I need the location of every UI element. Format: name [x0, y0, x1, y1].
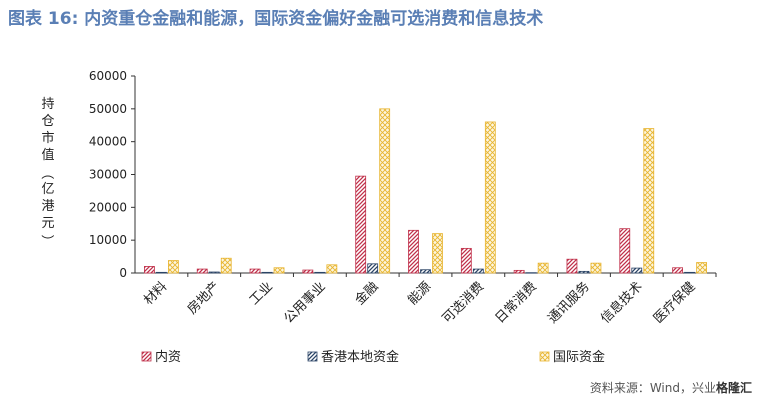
y-axis-title-char: （: [39, 166, 54, 179]
y-tick-label: 0: [119, 266, 127, 280]
x-tick-label: 工业: [247, 279, 276, 308]
bar-hk-local: [156, 271, 167, 274]
legend-swatch-international: [539, 351, 550, 362]
bar-hk-local: [208, 271, 220, 274]
x-tick-label: 材料: [141, 279, 170, 308]
y-axis-title-char: 仓: [41, 114, 54, 129]
bar-hk-local: [261, 271, 273, 274]
bar-hk-local: [631, 267, 643, 274]
y-tick-label: 10000: [89, 233, 127, 247]
x-tick-label: 信息技术: [598, 279, 646, 327]
legend-label-international: 国际资金: [553, 349, 605, 365]
chart-title: 图表 16: 内资重仓金融和能源，国际资金偏好金融可选消费和信息技术: [8, 9, 544, 29]
bar-international: [696, 262, 707, 274]
legend-label-hk-local: 香港本地资金: [321, 349, 399, 365]
source-note: 资料来源：Wind，兴业格隆汇: [590, 379, 752, 396]
bar-domestic: [302, 269, 314, 274]
y-axis-title-char: 持: [41, 97, 54, 112]
bar-international: [484, 121, 496, 274]
x-tick-label: 公用事业: [281, 279, 328, 326]
bar-hk-local: [525, 272, 537, 274]
bar-international: [326, 264, 338, 274]
y-tick-label: 50000: [89, 102, 127, 116]
bar-domestic: [196, 268, 208, 274]
bar-hk-local: [684, 271, 695, 274]
bar-international: [643, 128, 655, 274]
x-tick-label: 金融: [352, 279, 382, 309]
bar-international: [220, 257, 232, 274]
bar-international: [432, 233, 443, 274]
bar-domestic: [619, 228, 631, 274]
y-axis-title-char: 元: [41, 216, 54, 231]
x-tick-label: 医疗保健: [651, 279, 698, 326]
y-axis-title-char: ）: [39, 234, 54, 247]
bar-domestic: [566, 258, 578, 274]
source-text: 资料来源：Wind，兴业: [589, 381, 716, 395]
x-tick-label: 通讯服务: [545, 279, 593, 327]
y-tick-label: 20000: [89, 200, 127, 214]
bar-domestic: [144, 266, 155, 274]
y-tick-label: 30000: [89, 168, 127, 182]
y-axis-title-char: 亿: [41, 182, 54, 197]
bar-domestic: [408, 229, 419, 274]
legend: 内资 香港本地资金 国际资金: [141, 349, 605, 365]
bar-domestic: [672, 267, 683, 274]
bar-international: [379, 108, 391, 274]
bar-international: [590, 262, 602, 274]
bar-hk-local: [420, 269, 431, 274]
x-tick-label: 日常消费: [493, 279, 540, 326]
bar-hk-local: [578, 270, 590, 274]
x-tick-label: 房地产: [184, 279, 223, 318]
legend-label-domestic: 内资: [155, 349, 181, 365]
bar-domestic: [513, 269, 525, 274]
bar-hk-local: [314, 271, 326, 274]
bar-domestic: [355, 175, 367, 274]
legend-swatch-hk-local: [307, 351, 318, 362]
bar-international: [537, 262, 549, 274]
legend-swatch-domestic: [141, 351, 152, 362]
bar-international: [168, 260, 179, 274]
bar-hk-local: [472, 268, 484, 274]
watermark-logo: 格隆汇: [715, 381, 752, 395]
bar-international: [273, 267, 285, 274]
bar-domestic: [249, 268, 261, 274]
y-axis-title-char: 值: [41, 147, 54, 163]
bar-hk-local: [367, 263, 379, 274]
x-tick-label: 可选消费: [440, 279, 487, 326]
y-tick-label: 40000: [89, 135, 127, 149]
bar-domestic: [460, 247, 472, 274]
y-axis-title-char: 港: [41, 199, 54, 214]
y-tick-label: 60000: [89, 69, 127, 83]
x-tick-label: 能源: [405, 279, 434, 308]
y-axis-title-char: 市: [41, 130, 54, 146]
